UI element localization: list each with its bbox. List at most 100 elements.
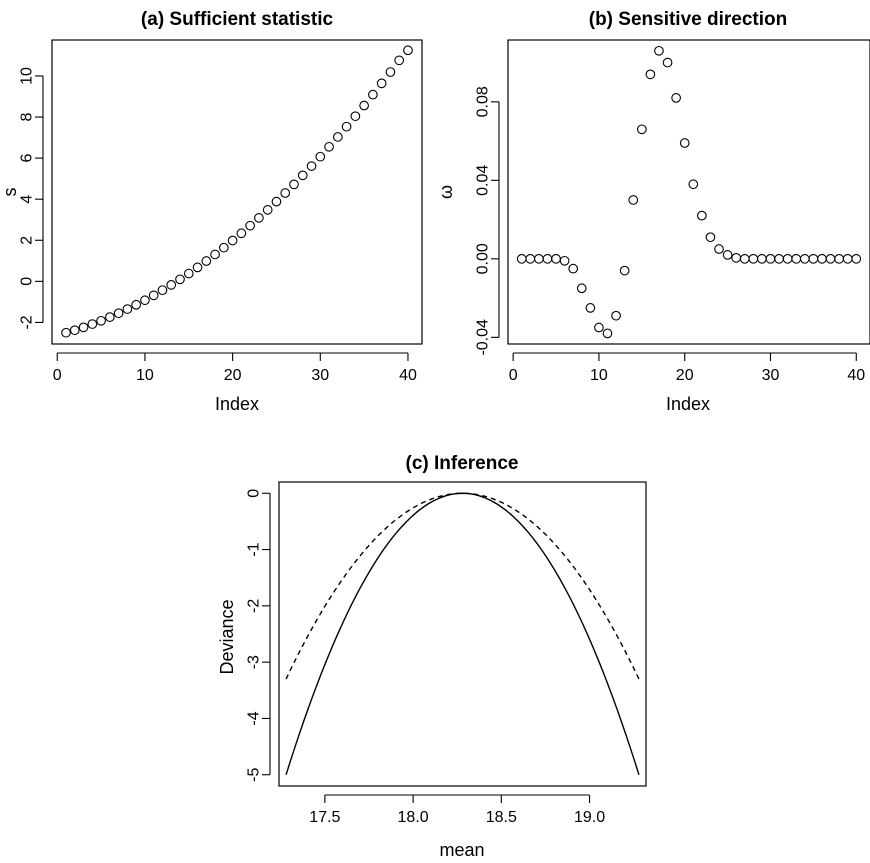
panel-a-x-tick-label: 0 (53, 367, 62, 384)
panel-a-sufficient-statistic: (a) Sufficient statistic Index s 0 10 20 30… (0, 9, 423, 414)
panel-c-title: (c) Inference (406, 453, 519, 474)
panel-a-y-tick-label: 10 (19, 67, 36, 85)
panel-c-y-tick-label: -3 (246, 655, 263, 669)
panel-a-x-tick-label: 40 (399, 367, 417, 384)
panel-a-point (236, 228, 247, 239)
panel-a-point (96, 315, 106, 326)
panel-a-point (315, 151, 326, 162)
panel-a-point (131, 299, 142, 310)
panel-a-point (271, 196, 282, 207)
panel-b-points (516, 45, 862, 339)
panel-c-dashed-curve (285, 492, 640, 680)
panel-a-x-tick-label: 10 (136, 367, 154, 384)
panel-b-point (834, 253, 844, 264)
panel-a-point (403, 45, 413, 56)
panel-b-sensitive-direction: (b) Sensitive direction Index ω 0 10 20 30 4… (436, 9, 870, 414)
panel-b-point (611, 310, 621, 321)
panel-c-plot-frame (278, 481, 647, 787)
panel-a-point (122, 304, 133, 314)
panel-c-y-label: Deviance (217, 599, 237, 674)
panel-b-point (765, 253, 776, 264)
panel-b-point (774, 253, 784, 264)
panel-b-point (748, 253, 759, 264)
panel-b-x-label: Index (666, 394, 710, 414)
panel-b-x-tick-label: 20 (676, 367, 694, 384)
panel-b-point (551, 253, 561, 264)
panel-a-point (210, 249, 220, 260)
panel-b-point (619, 265, 630, 276)
panel-b-axes: 0 10 20 30 40 -0.04 0.00 0.04 0.08 (475, 86, 866, 384)
panel-a-point (289, 179, 299, 190)
panel-a-point (61, 327, 71, 338)
panel-a-axes: 0 10 20 30 40 -2 0 2 4 6 8 10 (19, 67, 417, 384)
panel-b-plot-frame (507, 39, 870, 345)
panel-a-y-tick-label: -2 (19, 315, 36, 329)
panel-a-x-tick-label: 30 (311, 367, 329, 384)
panel-b-point (525, 253, 536, 264)
panel-c-y-tick-label: -1 (246, 542, 263, 556)
panel-a-y-tick-label: 8 (19, 112, 36, 121)
panel-a-point (157, 285, 168, 296)
panel-c-x-tick-label: 17.5 (309, 809, 340, 826)
panel-a-points (61, 45, 413, 338)
panel-b-point (662, 57, 673, 68)
panel-b-point (576, 283, 587, 294)
panel-c-inference: (c) Inference mean Deviance 17.5 18.0 18.5… (217, 453, 647, 860)
panel-a-point (87, 319, 98, 329)
panel-a-point (350, 111, 361, 122)
panel-c-solid-curve (285, 492, 640, 775)
panel-a-point (385, 67, 396, 77)
panel-b-point (671, 93, 681, 103)
panel-a-point (69, 325, 80, 336)
panel-a-point (201, 256, 212, 266)
panel-a-y-tick-label: 6 (19, 154, 36, 163)
panel-b-point (757, 253, 767, 264)
panel-b-y-label: ω (436, 185, 456, 199)
panel-a-point (78, 322, 89, 333)
panel-b-point (842, 253, 853, 264)
panel-b-point (739, 253, 750, 264)
panel-c-y-tick-label: -5 (246, 768, 263, 782)
panel-b-point (602, 328, 613, 339)
panel-a-y-tick-label: 0 (19, 277, 36, 286)
panel-b-point (688, 179, 699, 190)
panel-b-point (534, 253, 544, 264)
panel-a-title: (a) Sufficient statistic (141, 9, 334, 30)
panel-c-y-tick-label: 0 (246, 489, 263, 498)
panel-b-point (628, 195, 639, 205)
panel-a-point (280, 188, 291, 198)
panel-b-point (559, 255, 570, 266)
panel-b-point (817, 253, 827, 264)
panel-b-point (654, 45, 664, 56)
panel-b-point (645, 69, 656, 80)
panel-a-point (394, 55, 405, 66)
panel-c-lines (285, 492, 640, 775)
panel-b-point (697, 210, 707, 221)
panel-b-point (516, 253, 527, 264)
panel-a-point (332, 132, 343, 142)
panel-a-point (368, 89, 378, 100)
panel-a-point (376, 78, 387, 89)
panel-a-point (148, 290, 159, 301)
panel-a-x-label: Index (215, 394, 259, 414)
panel-a-y-label: s (0, 188, 20, 197)
panel-b-point (782, 253, 793, 264)
panel-b-point (568, 263, 579, 274)
panel-b-y-tick-label: 0.04 (475, 165, 492, 196)
panel-b-x-tick-label: 40 (847, 367, 865, 384)
panel-c-axes: 17.5 18.0 18.5 19.0 -5 -4 -3 -2 -1 0 (246, 489, 606, 826)
panel-b-x-tick-label: 0 (509, 367, 518, 384)
panel-a-point (341, 121, 352, 132)
panel-a-point (105, 312, 115, 322)
panel-a-point (183, 268, 194, 279)
panel-b-y-tick-label: -0.04 (475, 319, 492, 356)
panel-a-point (359, 100, 369, 111)
panel-c-y-tick-label: -4 (246, 711, 263, 725)
panel-a-plot-frame (51, 39, 423, 345)
panel-c-x-tick-label: 18.5 (486, 809, 517, 826)
panel-b-point (791, 253, 802, 264)
panel-a-point (218, 242, 229, 253)
panel-b-point (714, 244, 724, 254)
panel-c-y-tick-label: -2 (246, 599, 263, 613)
panel-b-point (585, 303, 596, 313)
